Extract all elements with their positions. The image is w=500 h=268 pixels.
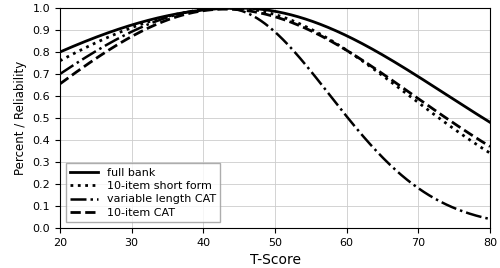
- variable length CAT: [57, 72, 63, 76]
- variable length CAT: [222, 6, 228, 10]
- 10-item CAT: [400, 87, 406, 90]
- 10-item CAT: [222, 8, 228, 11]
- 10-item CAT: [487, 145, 493, 148]
- 10-item short form: [57, 59, 63, 62]
- 10-item CAT: [247, 9, 253, 13]
- 10-item short form: [352, 55, 358, 58]
- Line: variable length CAT: variable length CAT: [60, 8, 490, 219]
- full bank: [231, 6, 237, 10]
- variable length CAT: [101, 45, 107, 48]
- 10-item CAT: [232, 8, 237, 11]
- full bank: [57, 50, 63, 54]
- Legend: full bank, 10-item short form, variable length CAT, 10-item CAT: full bank, 10-item short form, variable …: [66, 163, 220, 222]
- full bank: [352, 39, 358, 42]
- variable length CAT: [400, 175, 406, 178]
- 10-item short form: [232, 6, 237, 10]
- Line: 10-item CAT: 10-item CAT: [60, 9, 490, 147]
- full bank: [392, 61, 398, 64]
- Line: full bank: full bank: [60, 8, 490, 122]
- variable length CAT: [247, 13, 253, 16]
- variable length CAT: [487, 217, 493, 221]
- 10-item CAT: [57, 82, 63, 85]
- X-axis label: T-Score: T-Score: [250, 253, 300, 267]
- full bank: [247, 7, 253, 10]
- Line: 10-item short form: 10-item short form: [60, 8, 490, 153]
- 10-item short form: [101, 38, 107, 41]
- full bank: [236, 6, 242, 10]
- Y-axis label: Percent / Reliability: Percent / Reliability: [14, 61, 27, 175]
- variable length CAT: [352, 126, 358, 129]
- 10-item short form: [229, 6, 235, 10]
- 10-item CAT: [392, 81, 398, 84]
- 10-item short form: [247, 8, 253, 11]
- 10-item short form: [392, 84, 398, 87]
- full bank: [487, 121, 493, 124]
- full bank: [400, 66, 406, 69]
- 10-item short form: [400, 90, 406, 93]
- 10-item CAT: [101, 52, 107, 55]
- 10-item short form: [487, 151, 493, 155]
- 10-item CAT: [352, 54, 358, 58]
- full bank: [101, 33, 107, 36]
- variable length CAT: [232, 7, 237, 10]
- variable length CAT: [392, 169, 398, 172]
